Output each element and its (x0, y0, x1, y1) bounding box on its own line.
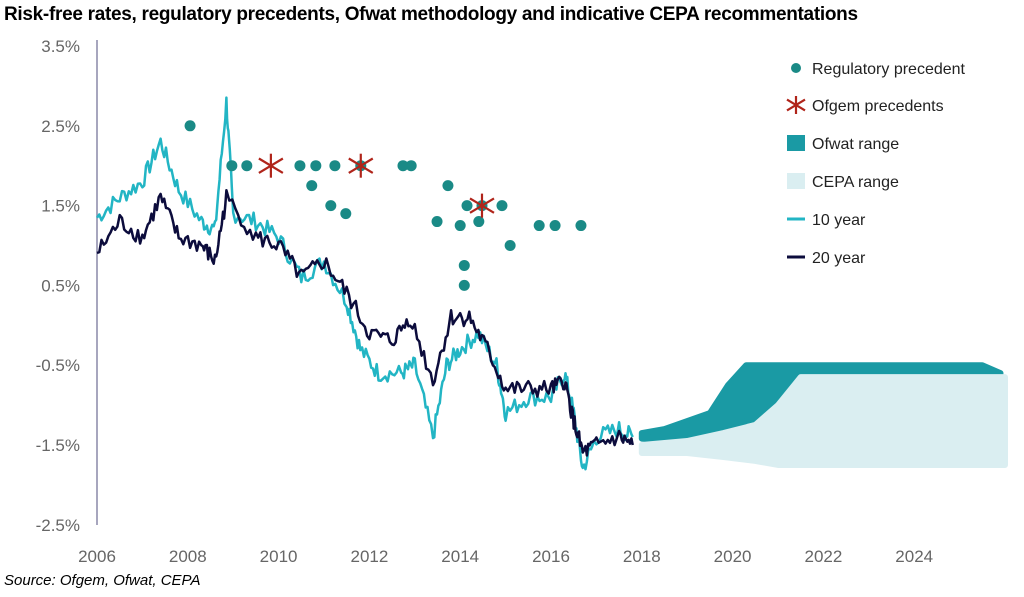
regulatory-precedent-point (575, 220, 587, 232)
x-tick-label: 2016 (532, 547, 570, 566)
x-tick-label: 2010 (260, 547, 298, 566)
regulatory-precedent-point (340, 208, 352, 220)
y-tick-label: 1.5% (41, 197, 80, 216)
x-tick-label: 2014 (441, 547, 479, 566)
regulatory-precedent-point (458, 279, 470, 291)
chart-title: Risk-free rates, regulatory precedents, … (4, 4, 858, 25)
x-tick-label: 2008 (169, 547, 207, 566)
regulatory-precedent-point (442, 180, 454, 192)
x-tick-label: 2012 (350, 547, 388, 566)
regulatory-precedent-point (504, 240, 516, 251)
legend-label: Ofgem precedents (812, 98, 944, 115)
legend-cepa-swatch (787, 173, 805, 189)
regulatory-precedent-point (306, 180, 318, 192)
legend-precedent-marker (791, 63, 801, 73)
y-tick-label: 0.5% (41, 276, 80, 295)
regulatory-precedent-point (549, 220, 561, 232)
legend-ofgem-marker (786, 96, 806, 114)
source-note: Source: Ofgem, Ofwat, CEPA (4, 572, 201, 589)
cepa-range-band (638, 374, 1008, 468)
legend-label: Regulatory precedent (812, 61, 966, 78)
y-tick-label: -1.5% (36, 436, 80, 455)
regulatory-precedent-point (496, 200, 508, 212)
y-tick-label: 3.5% (41, 37, 80, 56)
regulatory-precedent-point (310, 160, 322, 172)
legend-label: Ofwat range (812, 136, 899, 153)
ofgem-precedent-point (258, 153, 284, 178)
regulatory-precedent-point (325, 200, 337, 212)
ofgem-precedent-point (348, 153, 374, 178)
x-tick-label: 2006 (78, 547, 116, 566)
x-tick-label: 2018 (623, 547, 661, 566)
x-tick-label: 2024 (895, 547, 933, 566)
regulatory-precedent-point (294, 160, 306, 172)
regulatory-precedent-point (226, 160, 238, 172)
regulatory-precedent-point (533, 220, 545, 232)
regulatory-precedent-point (397, 160, 409, 172)
ofgem-precedent-point (469, 193, 495, 218)
legend-label: CEPA range (812, 174, 899, 191)
regulatory-precedent-point (431, 216, 443, 228)
series-10-year-line (95, 96, 634, 471)
legend-ofwat-swatch (787, 135, 805, 151)
regulatory-precedent-point (241, 160, 253, 172)
legend-label: 10 year (812, 212, 866, 229)
regulatory-precedent-point (454, 220, 466, 232)
y-tick-label: -2.5% (36, 516, 80, 535)
regulatory-precedent-point (458, 259, 470, 271)
series-20-year-line (96, 188, 634, 457)
y-tick-label: 2.5% (41, 117, 80, 136)
regulatory-precedent-point (405, 160, 417, 172)
regulatory-precedent-point (473, 216, 485, 228)
y-tick-label: -0.5% (36, 356, 80, 375)
x-tick-label: 2020 (714, 547, 752, 566)
x-tick-label: 2022 (804, 547, 842, 566)
legend-label: 20 year (812, 250, 866, 267)
regulatory-precedent-point (184, 120, 196, 132)
regulatory-precedent-point (329, 160, 341, 172)
regulatory-precedent-point (461, 200, 473, 212)
